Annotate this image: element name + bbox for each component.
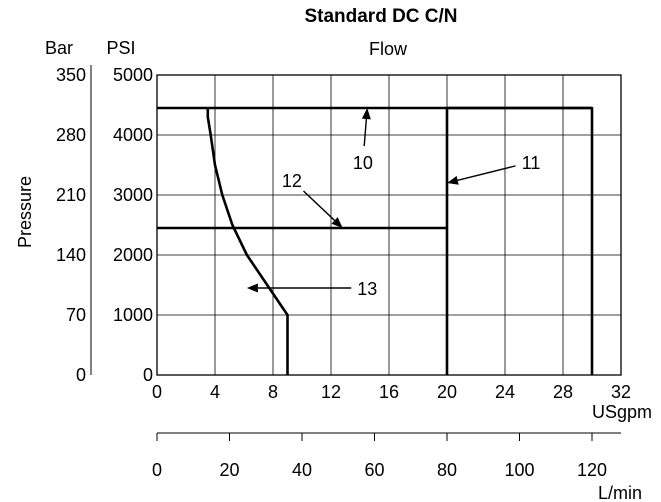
bar-tick-label: 280	[56, 125, 86, 145]
series-line-11	[445, 106, 594, 375]
x-tick-label: 4	[210, 382, 220, 402]
annotation-label-11: 11	[522, 153, 541, 173]
x-tick-label: 8	[268, 382, 278, 402]
x-tick-label: 28	[553, 382, 573, 402]
x-tick-label: 16	[379, 382, 399, 402]
x-tick-label: 20	[437, 382, 457, 402]
lmin-tick-label: 80	[437, 460, 457, 480]
annotation-arrow-10	[363, 118, 368, 147]
annotation-arrowhead-11	[447, 175, 459, 185]
x-tick-label: 12	[321, 382, 341, 402]
x-tick-labels: 0 4 8 12 16 20 24 28 32	[152, 382, 631, 402]
chart-subtitle: Flow	[369, 39, 408, 59]
chart-title: Standard DC C/N	[304, 6, 457, 27]
x-tick-label: 32	[611, 382, 631, 402]
lmin-tick-label: 60	[364, 460, 384, 480]
annotation-arrow-12	[302, 190, 336, 221]
bar-tick-label: 350	[56, 65, 86, 85]
bar-tick-label: 140	[56, 245, 86, 265]
psi-tick-label: 4000	[113, 125, 153, 145]
usgpm-axis-label: USgpm	[592, 402, 652, 422]
lmin-tick-label: 0	[152, 460, 162, 480]
psi-unit-label: PSI	[106, 38, 135, 58]
annotation-label-13: 13	[357, 279, 377, 299]
x-tick-label: 0	[152, 382, 162, 402]
lmin-axis-label: L/min	[598, 483, 642, 502]
lmin-ticks: 0 20 40 60 80 100 120	[152, 433, 607, 480]
annotation-arrow-11	[457, 165, 516, 182]
y-tick-labels: 0 1000 2000 3000 4000 5000 0 70 140 210 280 350	[56, 65, 153, 385]
bar-tick-label: 70	[66, 305, 86, 325]
annotation-arrowhead-12	[331, 217, 343, 228]
annotation-label-12: 12	[282, 171, 302, 191]
psi-tick-label: 2000	[113, 245, 153, 265]
psi-tick-label: 5000	[113, 65, 153, 85]
plot-frame	[156, 74, 622, 376]
annotation-arrowhead-13	[246, 283, 258, 293]
bar-tick-label: 0	[76, 365, 86, 385]
lmin-tick-label: 120	[577, 460, 607, 480]
annotation-arrowhead-10	[361, 108, 371, 120]
bar-unit-label: Bar	[45, 38, 73, 58]
annotation-label-10: 10	[353, 153, 373, 173]
annotations: 10 11 12 13	[246, 108, 541, 299]
x-tick-label: 24	[495, 382, 515, 402]
psi-tick-label: 1000	[113, 305, 153, 325]
bar-tick-label: 210	[56, 185, 86, 205]
lmin-tick-label: 100	[504, 460, 534, 480]
psi-tick-label: 0	[143, 365, 153, 385]
series-line-13	[206, 108, 289, 375]
lmin-tick-label: 40	[292, 460, 312, 480]
grid	[156, 74, 622, 376]
y-axis-label: Pressure	[15, 176, 35, 248]
lmin-tick-label: 20	[219, 460, 239, 480]
series-lines	[157, 106, 594, 375]
psi-tick-label: 3000	[113, 185, 153, 205]
